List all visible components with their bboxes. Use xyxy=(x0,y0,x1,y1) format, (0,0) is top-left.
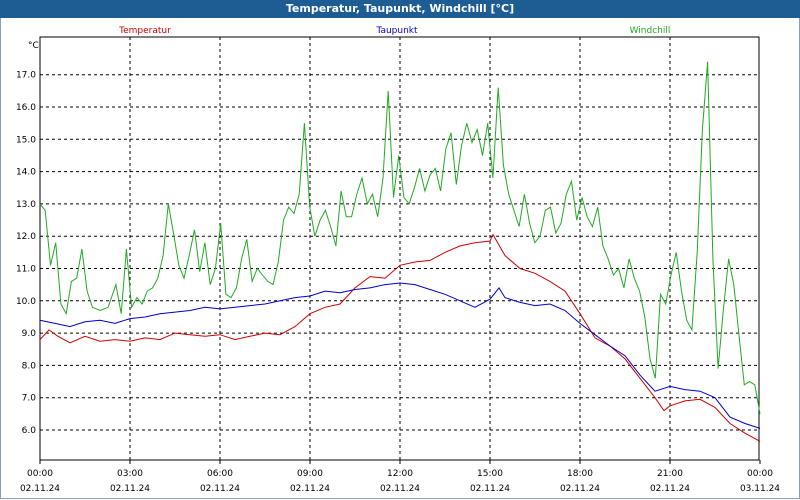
x-tick-time: 06:00 xyxy=(207,469,233,479)
y-tick-label: 12.0 xyxy=(16,232,36,242)
x-tick-date: 02.11.24 xyxy=(560,484,600,494)
x-tick-time: 12:00 xyxy=(387,469,413,479)
grid-lines xyxy=(40,37,759,460)
x-tick-time: 03:00 xyxy=(117,469,143,479)
x-tick-time: 00:00 xyxy=(27,469,53,479)
y-tick-label: 10.0 xyxy=(16,297,36,307)
legend-entry-windchill: Windchill xyxy=(630,26,671,36)
x-tick-time: 00:00 xyxy=(747,469,773,479)
x-axis-ticks: 00:00 02.11.24 03:00 02.11.24 06:00 02.11.24 0… xyxy=(20,460,780,494)
x-tick-time: 09:00 xyxy=(297,469,323,479)
legend-entry-temperatur: Temperatur xyxy=(118,26,171,36)
y-tick-label: 9.0 xyxy=(22,329,37,339)
y-tick-label: 17.0 xyxy=(16,71,36,81)
x-tick-time: 15:00 xyxy=(477,469,503,479)
x-tick-date: 02.11.24 xyxy=(290,484,330,494)
x-tick-date: 02.11.24 xyxy=(200,484,240,494)
x-tick-date: 03.11.24 xyxy=(740,484,780,494)
y-tick-label: 13.0 xyxy=(16,200,36,210)
legend: Temperatur Taupunkt Windchill xyxy=(118,26,670,36)
y-tick-label: 16.0 xyxy=(16,103,36,113)
x-tick-time: 18:00 xyxy=(567,469,593,479)
chart-title: Temperatur, Taupunkt, Windchill [°C] xyxy=(0,0,800,18)
y-tick-label: 11.0 xyxy=(16,265,36,275)
x-tick-date: 02.11.24 xyxy=(380,484,420,494)
y-axis-ticks: 6.0 7.0 8.0 9.0 10.0 11.0 12.0 13.0 14.0 15.0 16.0… xyxy=(16,71,36,436)
x-tick-date: 02.11.24 xyxy=(110,484,150,494)
legend-entry-taupunkt: Taupunkt xyxy=(375,26,418,36)
x-tick-date: 02.11.24 xyxy=(650,484,690,494)
x-tick-time: 21:00 xyxy=(657,469,683,479)
y-axis-unit-label: °C xyxy=(28,41,39,51)
y-tick-label: 15.0 xyxy=(16,135,36,145)
y-tick-label: 14.0 xyxy=(16,168,36,178)
x-tick-date: 02.11.24 xyxy=(470,484,510,494)
series-line-windchill xyxy=(39,61,761,414)
series-line-taupunkt xyxy=(39,282,761,429)
y-tick-label: 8.0 xyxy=(22,361,37,371)
y-tick-label: 6.0 xyxy=(22,426,37,436)
y-tick-label: 7.0 xyxy=(22,394,37,404)
x-tick-date: 02.11.24 xyxy=(20,484,60,494)
series-lines xyxy=(39,61,761,442)
series-line-temperatur xyxy=(39,233,761,442)
